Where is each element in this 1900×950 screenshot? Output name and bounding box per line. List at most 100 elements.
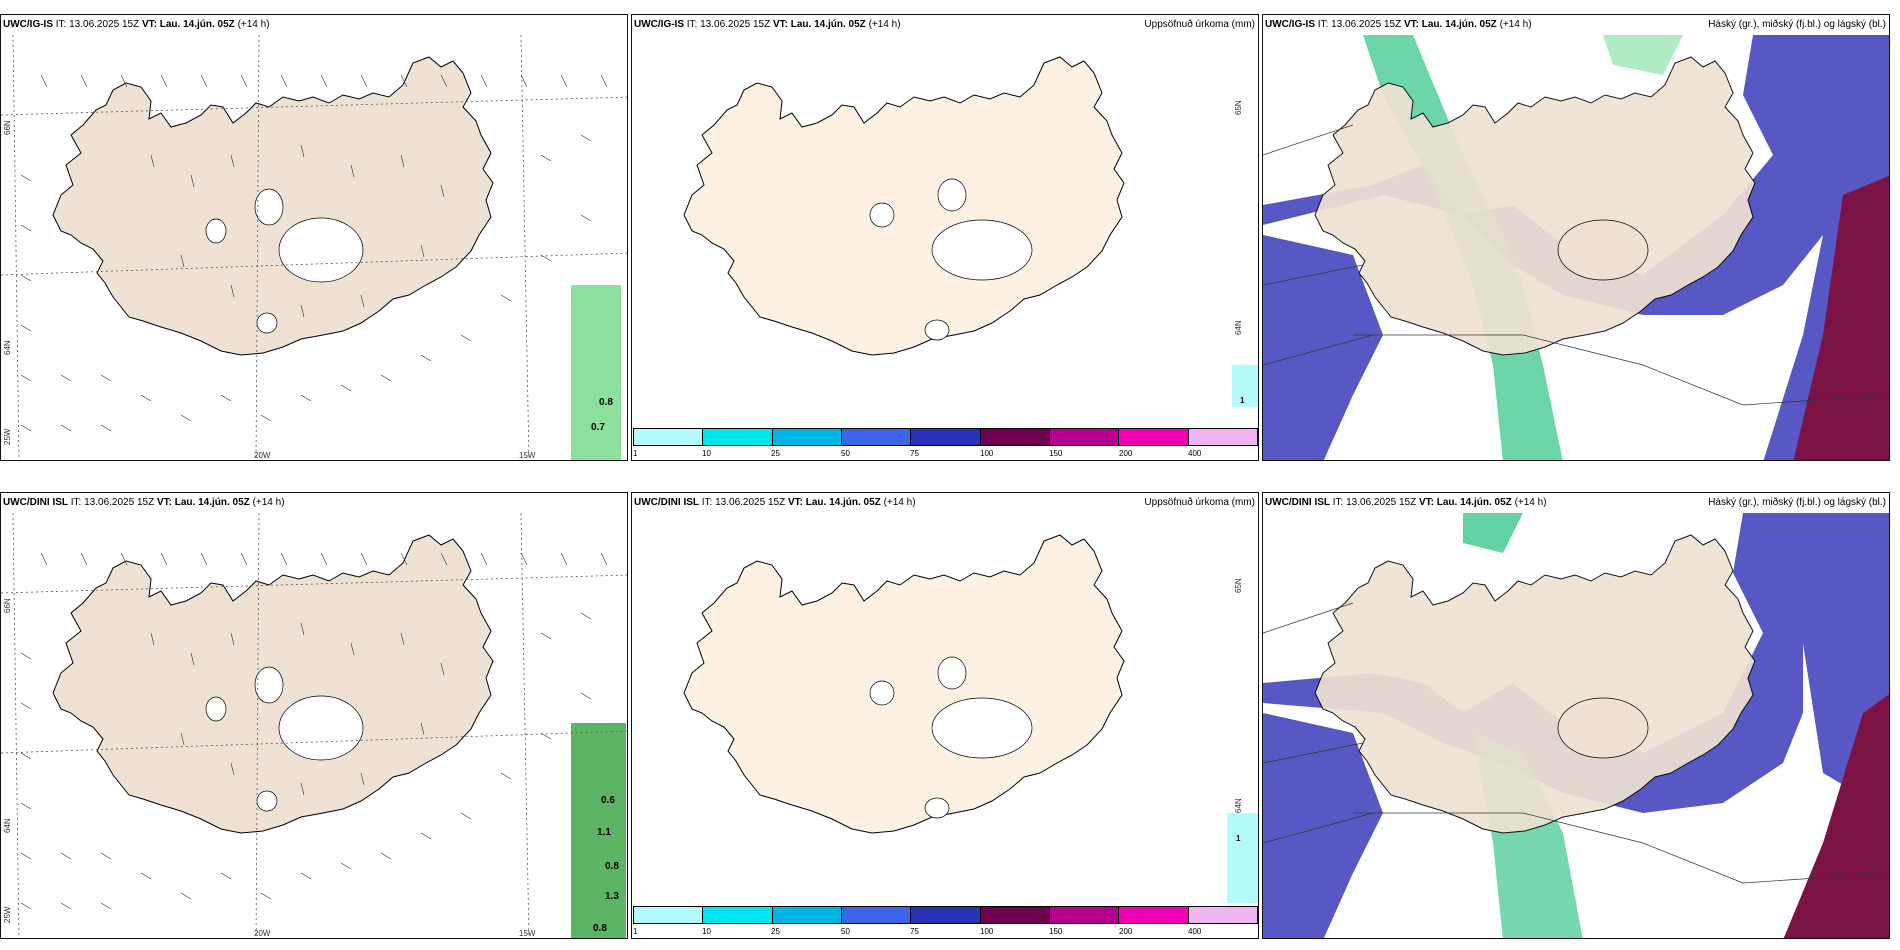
boundary-lines — [1263, 124, 1889, 406]
glacier-hofsjokull — [869, 680, 895, 706]
precip-map: 1 — [632, 513, 1258, 938]
cbar-tick-3: 50 — [841, 927, 850, 936]
lon-label-25: 25W — [3, 906, 12, 923]
boundary-lines — [1263, 602, 1889, 884]
precip-marker: 1 — [1236, 834, 1241, 843]
glacier-langjokull — [937, 178, 967, 212]
glacier-langjokull — [254, 188, 284, 226]
lon-label-20: 20W — [254, 451, 271, 460]
panel-header: UWC/IG-IS IT: 13.06.2025 15Z VT: Lau. 14… — [1265, 19, 1532, 30]
lat-label-64b: 64N — [1234, 320, 1243, 335]
precip-map: 1 — [632, 35, 1258, 460]
low-cloud-east — [1783, 694, 1889, 938]
cbar-swatch-6 — [1049, 907, 1120, 923]
precip-title: Uppsöfnuð úrkoma (mm) — [1144, 19, 1255, 30]
cloud-title: Háský (gr.), miðský (fj.bl.) og lágský (… — [1708, 19, 1886, 30]
lon-label-15: 15W — [519, 451, 536, 460]
glacier-vatnajokull — [931, 219, 1033, 281]
cloud-title: Háský (gr.), miðský (fj.bl.) og lágský (… — [1708, 497, 1886, 508]
cbar-tick-8: 400 — [1188, 927, 1202, 936]
cbar-tick-7: 200 — [1119, 449, 1133, 458]
lat-label-66: 66N — [3, 598, 12, 613]
wind-map: 0.6 1.1 0.8 1.3 0.8 — [1, 513, 627, 938]
precip-area — [1232, 365, 1258, 407]
precip-colorbar — [633, 906, 1258, 924]
cbar-swatch-1 — [703, 429, 773, 445]
wind-value-5: 0.8 — [593, 923, 607, 934]
cbar-tick-4: 75 — [910, 927, 919, 936]
cbar-swatch-5 — [980, 429, 1050, 445]
glacier-myrdalsjokull — [256, 790, 278, 812]
cbar-tick-4: 75 — [910, 449, 919, 458]
cbar-swatch-6 — [1049, 429, 1120, 445]
cbar-swatch-2 — [772, 429, 842, 445]
iceland-land — [683, 534, 1125, 834]
wind-value-2: 0.7 — [591, 422, 605, 433]
iceland-land — [683, 56, 1125, 356]
glacier-vatnajokull — [278, 695, 364, 761]
wind-value-3: 0.8 — [605, 861, 619, 872]
glacier-vatnajokull — [931, 697, 1033, 759]
cbar-swatch-8 — [1188, 429, 1257, 445]
panel-header: UWC/IG-IS IT: 13.06.2025 15Z VT: Lau. 14… — [634, 19, 901, 30]
high-cloud-north — [1463, 513, 1523, 553]
lon-label-25: 25W — [3, 428, 12, 445]
cbar-swatch-3 — [841, 907, 912, 923]
lon-label-15: 15W — [519, 929, 536, 938]
precip-title: Uppsöfnuð úrkoma (mm) — [1144, 497, 1255, 508]
cbar-swatch-4 — [911, 907, 981, 923]
precip-green-area — [571, 285, 621, 460]
high-cloud-north — [1603, 35, 1683, 75]
wind-value-1: 0.6 — [601, 795, 615, 806]
wind-map: 0.8 0.7 — [1, 35, 627, 460]
cbar-swatch-0 — [634, 907, 704, 923]
precip-marker: 1 — [1240, 396, 1245, 405]
wind-value-2: 1.1 — [597, 827, 611, 838]
wind-barbs — [20, 552, 608, 910]
cbar-tick-0: 1 — [633, 449, 638, 458]
cbar-tick-2: 25 — [771, 449, 780, 458]
cbar-tick-1: 10 — [702, 449, 711, 458]
glacier-langjokull — [254, 666, 284, 704]
wind-value-1: 0.8 — [599, 397, 613, 408]
precip-green-area — [571, 723, 626, 938]
lon-grid — [12, 35, 530, 460]
cbar-tick-3: 50 — [841, 449, 850, 458]
cbar-tick-2: 25 — [771, 927, 780, 936]
glacier-hofsjokull — [205, 218, 227, 244]
cloud-panel-bottom: UWC/DINI ISL IT: 13.06.2025 15Z VT: Lau.… — [1262, 492, 1890, 939]
lat-label-66: 66N — [3, 120, 12, 135]
panel-header: UWC/DINI ISL IT: 13.06.2025 15Z VT: Lau.… — [3, 497, 285, 508]
panel-header: UWC/DINI ISL IT: 13.06.2025 15Z VT: Lau.… — [1265, 497, 1547, 508]
glacier-hofsjokull — [205, 696, 227, 722]
glacier-vatnajokull — [1557, 697, 1649, 759]
cbar-tick-0: 1 — [633, 927, 638, 936]
cbar-tick-5: 100 — [980, 449, 994, 458]
cbar-swatch-4 — [911, 429, 981, 445]
precip-panel-bottom: UWC/DINI ISL IT: 13.06.2025 15Z VT: Lau.… — [631, 492, 1259, 939]
cbar-tick-8: 400 — [1188, 449, 1202, 458]
cbar-swatch-3 — [841, 429, 912, 445]
cbar-tick-1: 10 — [702, 927, 711, 936]
glacier-myrdalsjokull — [256, 312, 278, 334]
glacier-vatnajokull — [278, 217, 364, 283]
lon-label-20: 20W — [254, 929, 271, 938]
cbar-swatch-7 — [1119, 429, 1189, 445]
precip-panel-top: UWC/IG-IS IT: 13.06.2025 15Z VT: Lau. 14… — [631, 14, 1259, 461]
cbar-swatch-0 — [634, 429, 704, 445]
cloud-map — [1263, 35, 1889, 460]
cbar-swatch-5 — [980, 907, 1050, 923]
cbar-tick-6: 150 — [1049, 449, 1063, 458]
cbar-tick-7: 200 — [1119, 927, 1133, 936]
lat-label-64: 64N — [3, 340, 12, 355]
glacier-myrdalsjokull — [924, 319, 950, 341]
cbar-swatch-2 — [772, 907, 842, 923]
cloud-map — [1263, 513, 1889, 938]
mid-cloud-area-2 — [1263, 235, 1383, 460]
wind-panel-top: UWC/IG-IS IT: 13.06.2025 15Z VT: Lau. 14… — [0, 14, 628, 461]
lon-grid — [12, 513, 530, 938]
lat-label-64: 64N — [3, 818, 12, 833]
panel-header: UWC/DINI ISL IT: 13.06.2025 15Z VT: Lau.… — [634, 497, 916, 508]
cbar-tick-6: 150 — [1049, 927, 1063, 936]
cloud-panel-top: UWC/IG-IS IT: 13.06.2025 15Z VT: Lau. 14… — [1262, 14, 1890, 461]
